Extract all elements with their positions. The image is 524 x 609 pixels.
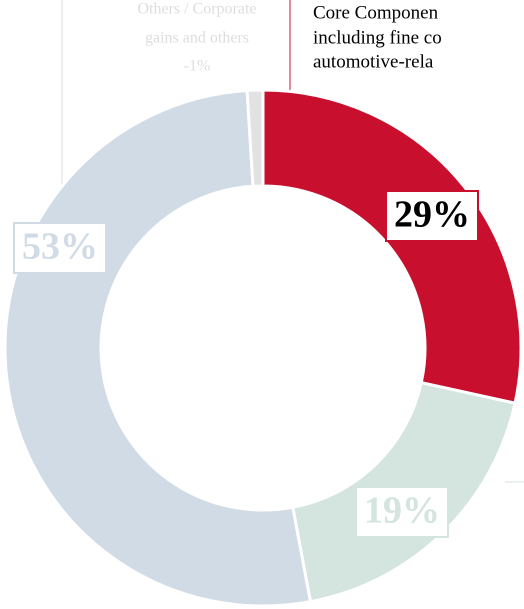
value-label: 19% [364, 490, 440, 532]
slice [245, 88, 265, 188]
slice [3, 88, 313, 608]
others-label: Others / Corporate [137, 1, 256, 18]
others-label: gains and others [145, 30, 249, 47]
slice [261, 88, 523, 405]
description: including fine co [313, 27, 442, 48]
label-box [385, 190, 479, 242]
value-label: -1% [184, 58, 211, 75]
description: Core Componen [313, 2, 439, 23]
value-label: 53% [22, 226, 98, 268]
value-label: 29% [394, 194, 470, 236]
description: automotive-rela [313, 51, 434, 72]
label-box [13, 222, 107, 274]
label-box [355, 486, 449, 538]
